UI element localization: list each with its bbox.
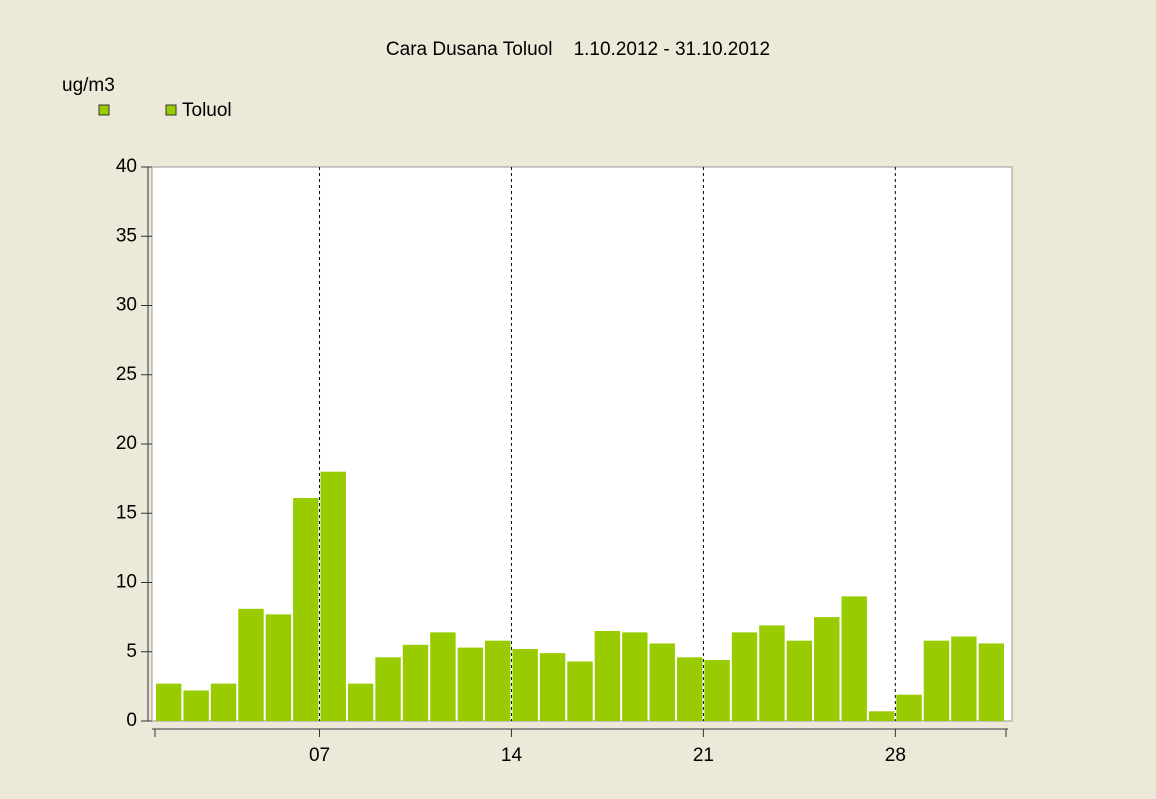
bar: [293, 498, 319, 721]
bar: [731, 632, 758, 721]
x-tick-label: 28: [885, 745, 906, 766]
bar: [622, 632, 648, 721]
x-tick-label: 07: [309, 745, 330, 766]
bar: [814, 617, 840, 721]
y-tick-label: 5: [126, 641, 137, 662]
bar: [457, 647, 484, 721]
bar: [594, 630, 621, 721]
bar: [430, 632, 456, 721]
bar: [512, 648, 538, 721]
bar: [978, 643, 1004, 721]
bar: [320, 471, 346, 721]
bar: [485, 640, 511, 721]
bar: [156, 683, 182, 721]
bar: [402, 644, 429, 721]
bar: [676, 657, 703, 721]
y-tick-label: 35: [116, 225, 137, 246]
bar: [210, 683, 237, 721]
chart-title: Cara Dusana Toluol 1.10.2012 - 31.10.201…: [386, 39, 770, 60]
x-tick-label: 14: [501, 745, 523, 766]
bar: [896, 694, 922, 721]
bar: [539, 653, 566, 721]
bar: [649, 643, 675, 721]
y-tick-label: 30: [116, 295, 137, 316]
bar: [567, 661, 593, 721]
bar: [786, 640, 813, 721]
y-tick-label: 20: [116, 433, 137, 454]
y-tick-label: 10: [116, 572, 137, 593]
bar: [347, 683, 374, 721]
bar: [238, 608, 264, 721]
bar: [265, 614, 292, 721]
bar: [868, 711, 895, 721]
legend-label: Toluol: [182, 100, 232, 121]
bar: [923, 640, 950, 721]
legend-marker: [165, 104, 177, 116]
legend-marker: [98, 104, 110, 116]
y-tick-label: 25: [116, 364, 137, 385]
y-tick-label: 40: [116, 156, 137, 177]
bar: [183, 690, 209, 721]
y-tick-label: 0: [126, 710, 137, 731]
y-tick-label: 15: [116, 502, 137, 523]
y-axis-label: ug/m3: [62, 75, 115, 96]
bar: [375, 657, 401, 721]
bar: [759, 625, 785, 721]
bar: [841, 596, 867, 721]
bar: [704, 660, 730, 721]
x-tick-label: 21: [693, 745, 714, 766]
bar: [951, 636, 977, 721]
